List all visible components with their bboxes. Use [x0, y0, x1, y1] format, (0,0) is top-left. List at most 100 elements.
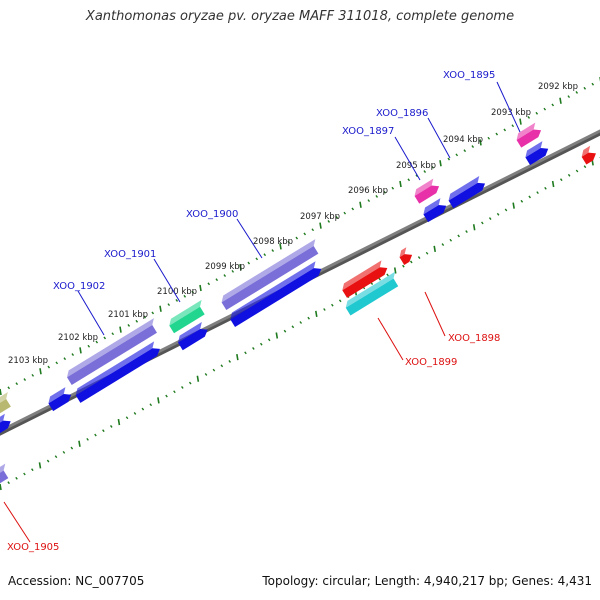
scale-tick	[487, 136, 491, 140]
scale-tick	[511, 124, 515, 128]
scale-tick	[165, 394, 168, 398]
scale-tick	[183, 294, 187, 298]
scale-tick	[86, 437, 89, 441]
scale-tick	[471, 145, 475, 148]
scale-tick	[247, 261, 251, 265]
scale-tick	[151, 311, 155, 315]
gene-label: XOO_1896	[376, 108, 428, 119]
gene-leader-line	[3, 501, 31, 543]
scale-tick	[409, 260, 413, 264]
scale-tick	[402, 264, 405, 268]
scale-tick	[109, 424, 113, 428]
scale-tick	[0, 483, 2, 491]
scale-tick	[559, 178, 563, 182]
scale-tick	[439, 160, 442, 167]
gene-block-face	[75, 348, 160, 403]
scale-label: 2094 kbp	[443, 135, 483, 145]
gene-block-top	[525, 141, 543, 158]
gene-block-face	[178, 328, 208, 351]
cds-1899-gene	[345, 271, 399, 316]
cds-1905-reverse	[0, 463, 9, 486]
scale-tick	[583, 165, 587, 169]
scale-tick	[423, 170, 427, 173]
scale-tick	[23, 472, 26, 476]
scale-tick	[47, 365, 51, 369]
gene-leader-line	[427, 117, 451, 159]
gene-label: XOO_1902	[53, 281, 105, 292]
scale-tick	[236, 354, 239, 361]
scale-tick	[38, 462, 42, 469]
scale-tick	[199, 284, 202, 292]
cds-1902-cds	[75, 341, 160, 403]
scale-tick	[519, 118, 522, 125]
scale-tick	[15, 476, 18, 480]
scale-tick	[125, 416, 129, 420]
scale-tick	[39, 368, 42, 375]
scale-tick	[220, 364, 224, 368]
scale-tick	[583, 86, 587, 90]
scale-tick	[319, 222, 322, 229]
scale-tick	[441, 243, 445, 246]
cds-1901-cds	[178, 322, 208, 351]
scale-tick	[331, 303, 334, 307]
scale-label: 2095 kbp	[396, 161, 436, 171]
scale-tick	[503, 128, 507, 132]
scale-tick	[159, 305, 162, 312]
scale-tick	[71, 353, 75, 356]
scale-tick	[295, 236, 299, 240]
scale-tick	[465, 230, 468, 234]
scale-tick	[303, 232, 307, 236]
scale-tick	[535, 111, 539, 115]
scale-label: 2100 kbp	[157, 287, 197, 297]
gene-block-face	[48, 394, 72, 412]
gene-block-top	[342, 260, 382, 291]
gene-label: XOO_1895	[443, 70, 495, 81]
scale-tick	[175, 299, 179, 302]
scale-tick	[551, 180, 555, 188]
scale-tick	[351, 207, 355, 211]
cds-1897-gene	[414, 178, 440, 204]
scale-tick	[23, 378, 27, 381]
gene-block-face	[345, 278, 399, 316]
scale-tick	[447, 157, 451, 161]
scale-tick	[575, 169, 579, 173]
scale-tick	[457, 234, 460, 238]
gene-block-top	[178, 322, 202, 343]
cds-1895-gene	[516, 122, 542, 148]
scale-tick	[528, 195, 532, 199]
scale-tick	[495, 132, 499, 136]
upper-scale-track	[0, 77, 600, 396]
gene-block-face	[581, 152, 596, 165]
scale-tick	[215, 278, 219, 282]
cds-1897-cds	[423, 198, 447, 223]
cds-left-b	[0, 413, 11, 435]
cds-1898-small	[399, 247, 413, 265]
cds-1896-cds	[448, 175, 486, 209]
scale-tick	[338, 299, 342, 303]
gene-block-top	[75, 341, 155, 396]
scale-tick	[431, 165, 435, 169]
scale-tick	[87, 344, 91, 348]
cds-1895-reverse	[581, 145, 596, 165]
scale-tick	[425, 251, 429, 255]
scale-tick	[7, 386, 11, 390]
scale-label: 2097 kbp	[300, 212, 340, 222]
scale-tick	[307, 316, 310, 320]
scale-tick	[335, 215, 339, 219]
scale-tick	[391, 186, 395, 190]
gene-block-top	[169, 299, 202, 326]
gene-block-face	[525, 148, 549, 166]
scale-tick	[188, 381, 192, 385]
scale-tick	[7, 481, 10, 485]
scale-tick	[551, 103, 555, 107]
scale-tick	[259, 342, 263, 346]
scale-tick	[287, 240, 291, 244]
gene-block-face	[221, 245, 319, 311]
scale-tick	[62, 450, 66, 454]
gene-leader-line	[77, 290, 105, 336]
scale-label: 2103 kbp	[8, 356, 48, 366]
accession-label: Accession: NC_007705	[8, 574, 145, 588]
scale-tick	[415, 174, 419, 178]
scale-tick	[567, 95, 571, 99]
